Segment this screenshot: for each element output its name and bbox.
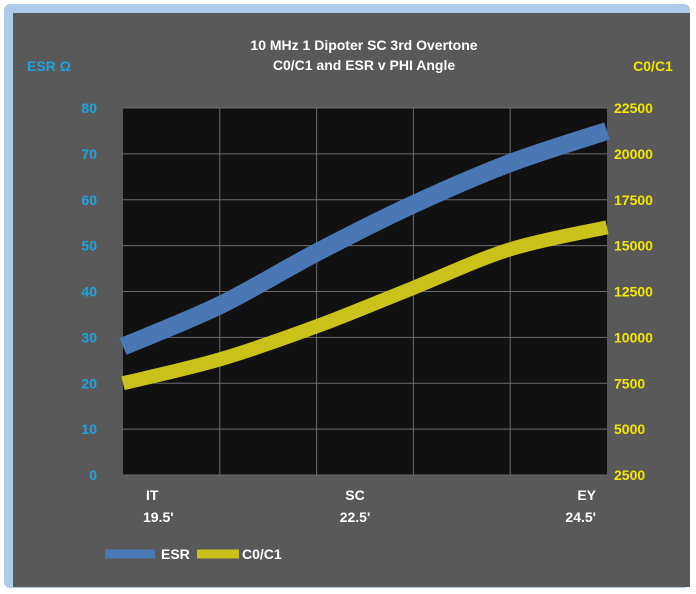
y-left-tick-label: 80 <box>81 100 97 116</box>
chart-svg: 10 MHz 1 Dipoter SC 3rd Overtone C0/C1 a… <box>27 37 673 562</box>
series-line-c0c1 <box>121 220 609 391</box>
y-right-ticks: 22500 20000 17500 15000 12500 10000 7500 5000 25… <box>614 100 653 483</box>
chart-title-line-2: C0/C1 and ESR v PHI Angle <box>273 57 456 73</box>
legend: ESR C0/C1 <box>105 546 282 562</box>
x-tick-label-top: SC <box>345 487 364 503</box>
series-line-esr <box>119 122 610 355</box>
y-right-tick-label: 12500 <box>614 284 653 300</box>
y-left-tick-label: 30 <box>81 329 97 345</box>
grid-lines <box>123 107 607 476</box>
x-tick-label-bottom: 22.5' <box>340 509 371 525</box>
y-right-tick-label: 10000 <box>614 329 653 345</box>
legend-esr-label: ESR <box>161 546 190 562</box>
x-tick-label-top: EY <box>577 487 596 503</box>
y-left-tick-label: 70 <box>81 146 97 162</box>
y-left-tick-label: 40 <box>81 284 97 300</box>
y-left-tick-label: 10 <box>81 421 97 437</box>
chart-title-line-1: 10 MHz 1 Dipoter SC 3rd Overtone <box>250 37 477 53</box>
y-right-axis-label: C0/C1 <box>633 58 673 74</box>
y-right-tick-label: 22500 <box>614 100 653 116</box>
chart-frame: 10 MHz 1 Dipoter SC 3rd Overtone C0/C1 a… <box>4 4 690 588</box>
x-tick-label-bottom: 19.5' <box>143 509 174 525</box>
y-left-tick-label: 50 <box>81 238 97 254</box>
y-right-tick-label: 15000 <box>614 238 653 254</box>
y-left-axis-label: ESR Ω <box>27 58 71 74</box>
y-left-ticks: 80 70 60 50 40 30 20 10 0 <box>81 100 97 483</box>
chart-panel: 10 MHz 1 Dipoter SC 3rd Overtone C0/C1 a… <box>13 13 690 587</box>
y-left-tick-label: 0 <box>89 467 97 483</box>
y-left-tick-label: 60 <box>81 192 97 208</box>
x-tick-label-bottom: 24.5' <box>565 509 596 525</box>
series-lines <box>119 122 610 391</box>
y-right-tick-label: 7500 <box>614 375 645 391</box>
legend-c0c1-label: C0/C1 <box>242 546 282 562</box>
y-right-tick-label: 5000 <box>614 421 645 437</box>
x-ticks: IT 19.5' SC 22.5' EY 24.5' <box>143 487 597 525</box>
y-right-tick-label: 17500 <box>614 192 653 208</box>
x-tick-label-top: IT <box>146 487 159 503</box>
y-left-tick-label: 20 <box>81 375 97 391</box>
y-right-tick-label: 2500 <box>614 467 645 483</box>
y-right-tick-label: 20000 <box>614 146 653 162</box>
